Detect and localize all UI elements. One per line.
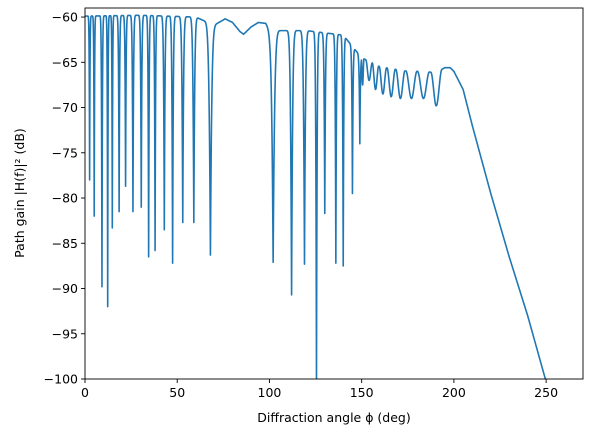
- y-tick-label: −65: [52, 55, 78, 70]
- series-line: [85, 14, 547, 379]
- x-tick-label: 50: [169, 385, 185, 400]
- y-tick-label: −60: [52, 10, 78, 25]
- x-tick-label: 200: [442, 385, 466, 400]
- y-tick-label: −85: [52, 236, 78, 251]
- x-axis: 0 50 100 150 200 250: [81, 379, 558, 400]
- y-tick-label: −75: [52, 145, 78, 160]
- y-tick-label: −90: [52, 281, 78, 296]
- y-axis: −100 −95 −90 −85 −80 −75 −70 −65 −60: [44, 10, 85, 387]
- x-tick-label: 100: [258, 385, 282, 400]
- y-axis-label: Path gain |H(f)|² (dB): [12, 128, 27, 258]
- y-tick-label: −70: [52, 100, 78, 115]
- y-tick-label: −100: [44, 372, 78, 387]
- x-tick-label: 150: [350, 385, 374, 400]
- x-axis-label: Diffraction angle ϕ (deg): [257, 410, 411, 425]
- plot-frame: [84, 7, 584, 380]
- plot-area: [84, 7, 584, 380]
- x-tick-label: 250: [534, 385, 558, 400]
- y-tick-label: −80: [52, 191, 78, 206]
- x-tick-label: 0: [81, 385, 89, 400]
- y-tick-label: −95: [52, 326, 78, 341]
